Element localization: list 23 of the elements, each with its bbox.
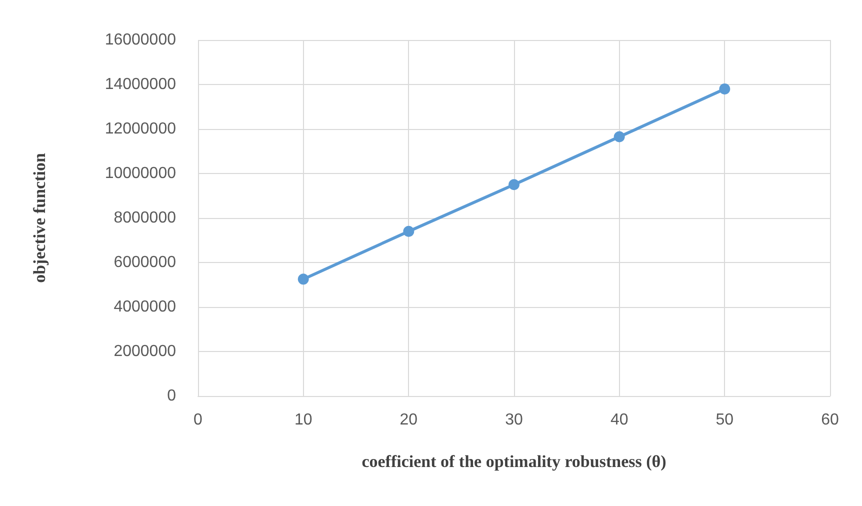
y-tick-label: 14000000	[104, 76, 176, 93]
point	[298, 274, 309, 285]
x-tick-label: 60	[821, 412, 839, 428]
x-axis-title: coefficient of the optimality robustness (θ)	[362, 452, 666, 471]
point	[508, 179, 520, 190]
y-tick-label: 16000000	[104, 32, 176, 48]
y-tick-label: 6000000	[114, 254, 176, 271]
y-tick-label: 12000000	[104, 120, 176, 138]
x-tick-label: 0	[194, 412, 203, 428]
x-tick-label: 50	[716, 412, 734, 428]
point	[403, 226, 414, 237]
x-tick-label: 40	[610, 412, 628, 428]
x-tick-label: 30	[505, 412, 523, 428]
y-tick-label: 8000000	[114, 210, 176, 226]
y-tick-label: 2000000	[114, 343, 176, 360]
x-tick-label: 10	[294, 412, 312, 428]
point	[719, 83, 730, 94]
x-tick-label: 20	[400, 412, 418, 428]
y-tick-label: 4000000	[114, 298, 176, 316]
y-tick-label: 0	[167, 388, 176, 404]
y-tick-label: 10000000	[104, 165, 176, 182]
point	[614, 131, 625, 142]
y-axis-title: objective function	[30, 152, 49, 283]
